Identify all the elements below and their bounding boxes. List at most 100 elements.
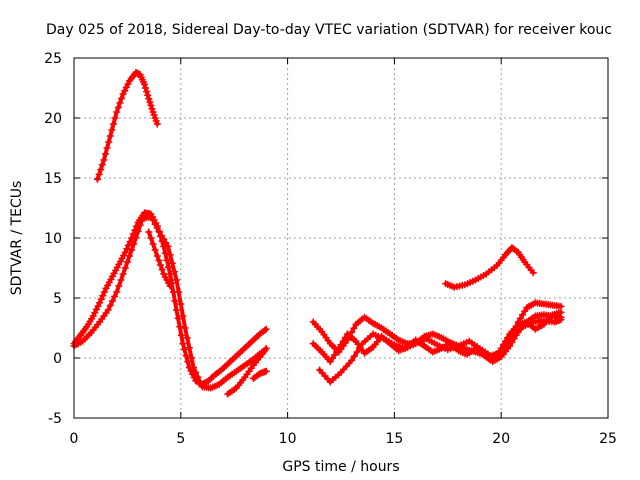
data-point [521, 307, 529, 315]
data-point [196, 378, 204, 386]
y-tick-label: -5 [48, 411, 62, 427]
data-point [168, 259, 176, 267]
x-tick-label: 10 [279, 431, 297, 447]
data-point [132, 234, 140, 242]
data-point [497, 344, 505, 352]
series-arc-2 [70, 209, 270, 388]
x-tick-label: 15 [385, 431, 403, 447]
y-tick-label: 5 [53, 291, 62, 307]
data-point [181, 324, 189, 332]
data-point [144, 91, 152, 99]
data-point [171, 297, 179, 305]
data-point [121, 264, 129, 272]
data-point [149, 216, 157, 224]
data-point [557, 302, 565, 310]
y-tick-label: 0 [53, 351, 62, 367]
data-point [335, 344, 343, 352]
data-point [519, 311, 527, 319]
data-point [105, 138, 113, 146]
x-tick-label: 20 [492, 431, 510, 447]
data-point [116, 99, 124, 107]
data-point [163, 256, 171, 264]
data-point [184, 358, 192, 366]
data-point [153, 252, 161, 260]
data-point [158, 232, 166, 240]
data-point [143, 88, 151, 96]
data-point [262, 367, 270, 375]
data-point [111, 114, 119, 122]
data-point [117, 276, 125, 284]
data-point [100, 288, 108, 296]
data-point [126, 238, 134, 246]
data-point [153, 120, 161, 128]
x-tick-label: 25 [599, 431, 617, 447]
data-point [149, 240, 157, 248]
data-point [176, 323, 184, 331]
data-point [102, 150, 110, 158]
data-point [98, 161, 106, 169]
data-point [162, 239, 170, 247]
data-point [185, 344, 193, 352]
data-point [356, 344, 364, 352]
data-point [348, 356, 356, 364]
data-point [557, 308, 565, 316]
data-point [106, 132, 114, 140]
data-point [166, 282, 174, 290]
data-point [174, 314, 182, 322]
data-point [157, 261, 165, 269]
data-point [114, 104, 122, 111]
data-point [350, 324, 358, 332]
data-point [175, 288, 183, 296]
data-point [194, 373, 202, 381]
data-point [339, 337, 347, 345]
data-point [183, 334, 191, 342]
data-point [140, 80, 148, 88]
data-point [142, 84, 150, 92]
data-point [173, 306, 181, 314]
data-point [501, 337, 509, 345]
data-point [128, 246, 136, 254]
y-axis-label: SDTVAR / TECUs [9, 181, 25, 296]
data-point [179, 340, 187, 348]
data-point [111, 293, 119, 300]
data-point [121, 248, 129, 256]
data-point [177, 331, 185, 339]
data-point [103, 144, 111, 152]
data-point [153, 224, 161, 232]
data-point [170, 268, 178, 276]
data-series [70, 68, 565, 398]
data-point [190, 364, 198, 372]
data-point [113, 288, 121, 296]
data-point [529, 269, 537, 277]
data-point [158, 266, 166, 273]
data-point [99, 292, 107, 300]
data-point [147, 101, 155, 109]
tick-labels: 0 5 10 15 20 25 -5 0 5 10 15 20 25 [44, 51, 617, 447]
data-point [337, 341, 345, 349]
series-arc-4 [145, 228, 174, 290]
data-point [97, 166, 105, 174]
x-axis-label: GPS time / hours [282, 459, 399, 475]
data-point [113, 108, 121, 116]
data-point [177, 300, 185, 308]
data-point [104, 306, 112, 314]
data-point [136, 221, 144, 229]
data-point [173, 276, 181, 284]
plot-frame [73, 57, 609, 419]
data-point [151, 246, 159, 254]
x-tick-label: 0 [70, 431, 79, 447]
data-point [119, 270, 127, 278]
data-point [353, 348, 361, 356]
data-point [96, 299, 104, 307]
data-point [155, 257, 163, 264]
y-tick-label: 15 [44, 171, 62, 187]
data-point [165, 263, 173, 271]
data-point [147, 234, 155, 242]
data-point [181, 346, 189, 354]
data-point [557, 316, 565, 324]
data-point [100, 156, 108, 164]
data-point [166, 270, 174, 278]
data-point [166, 251, 174, 259]
data-point [161, 249, 169, 257]
